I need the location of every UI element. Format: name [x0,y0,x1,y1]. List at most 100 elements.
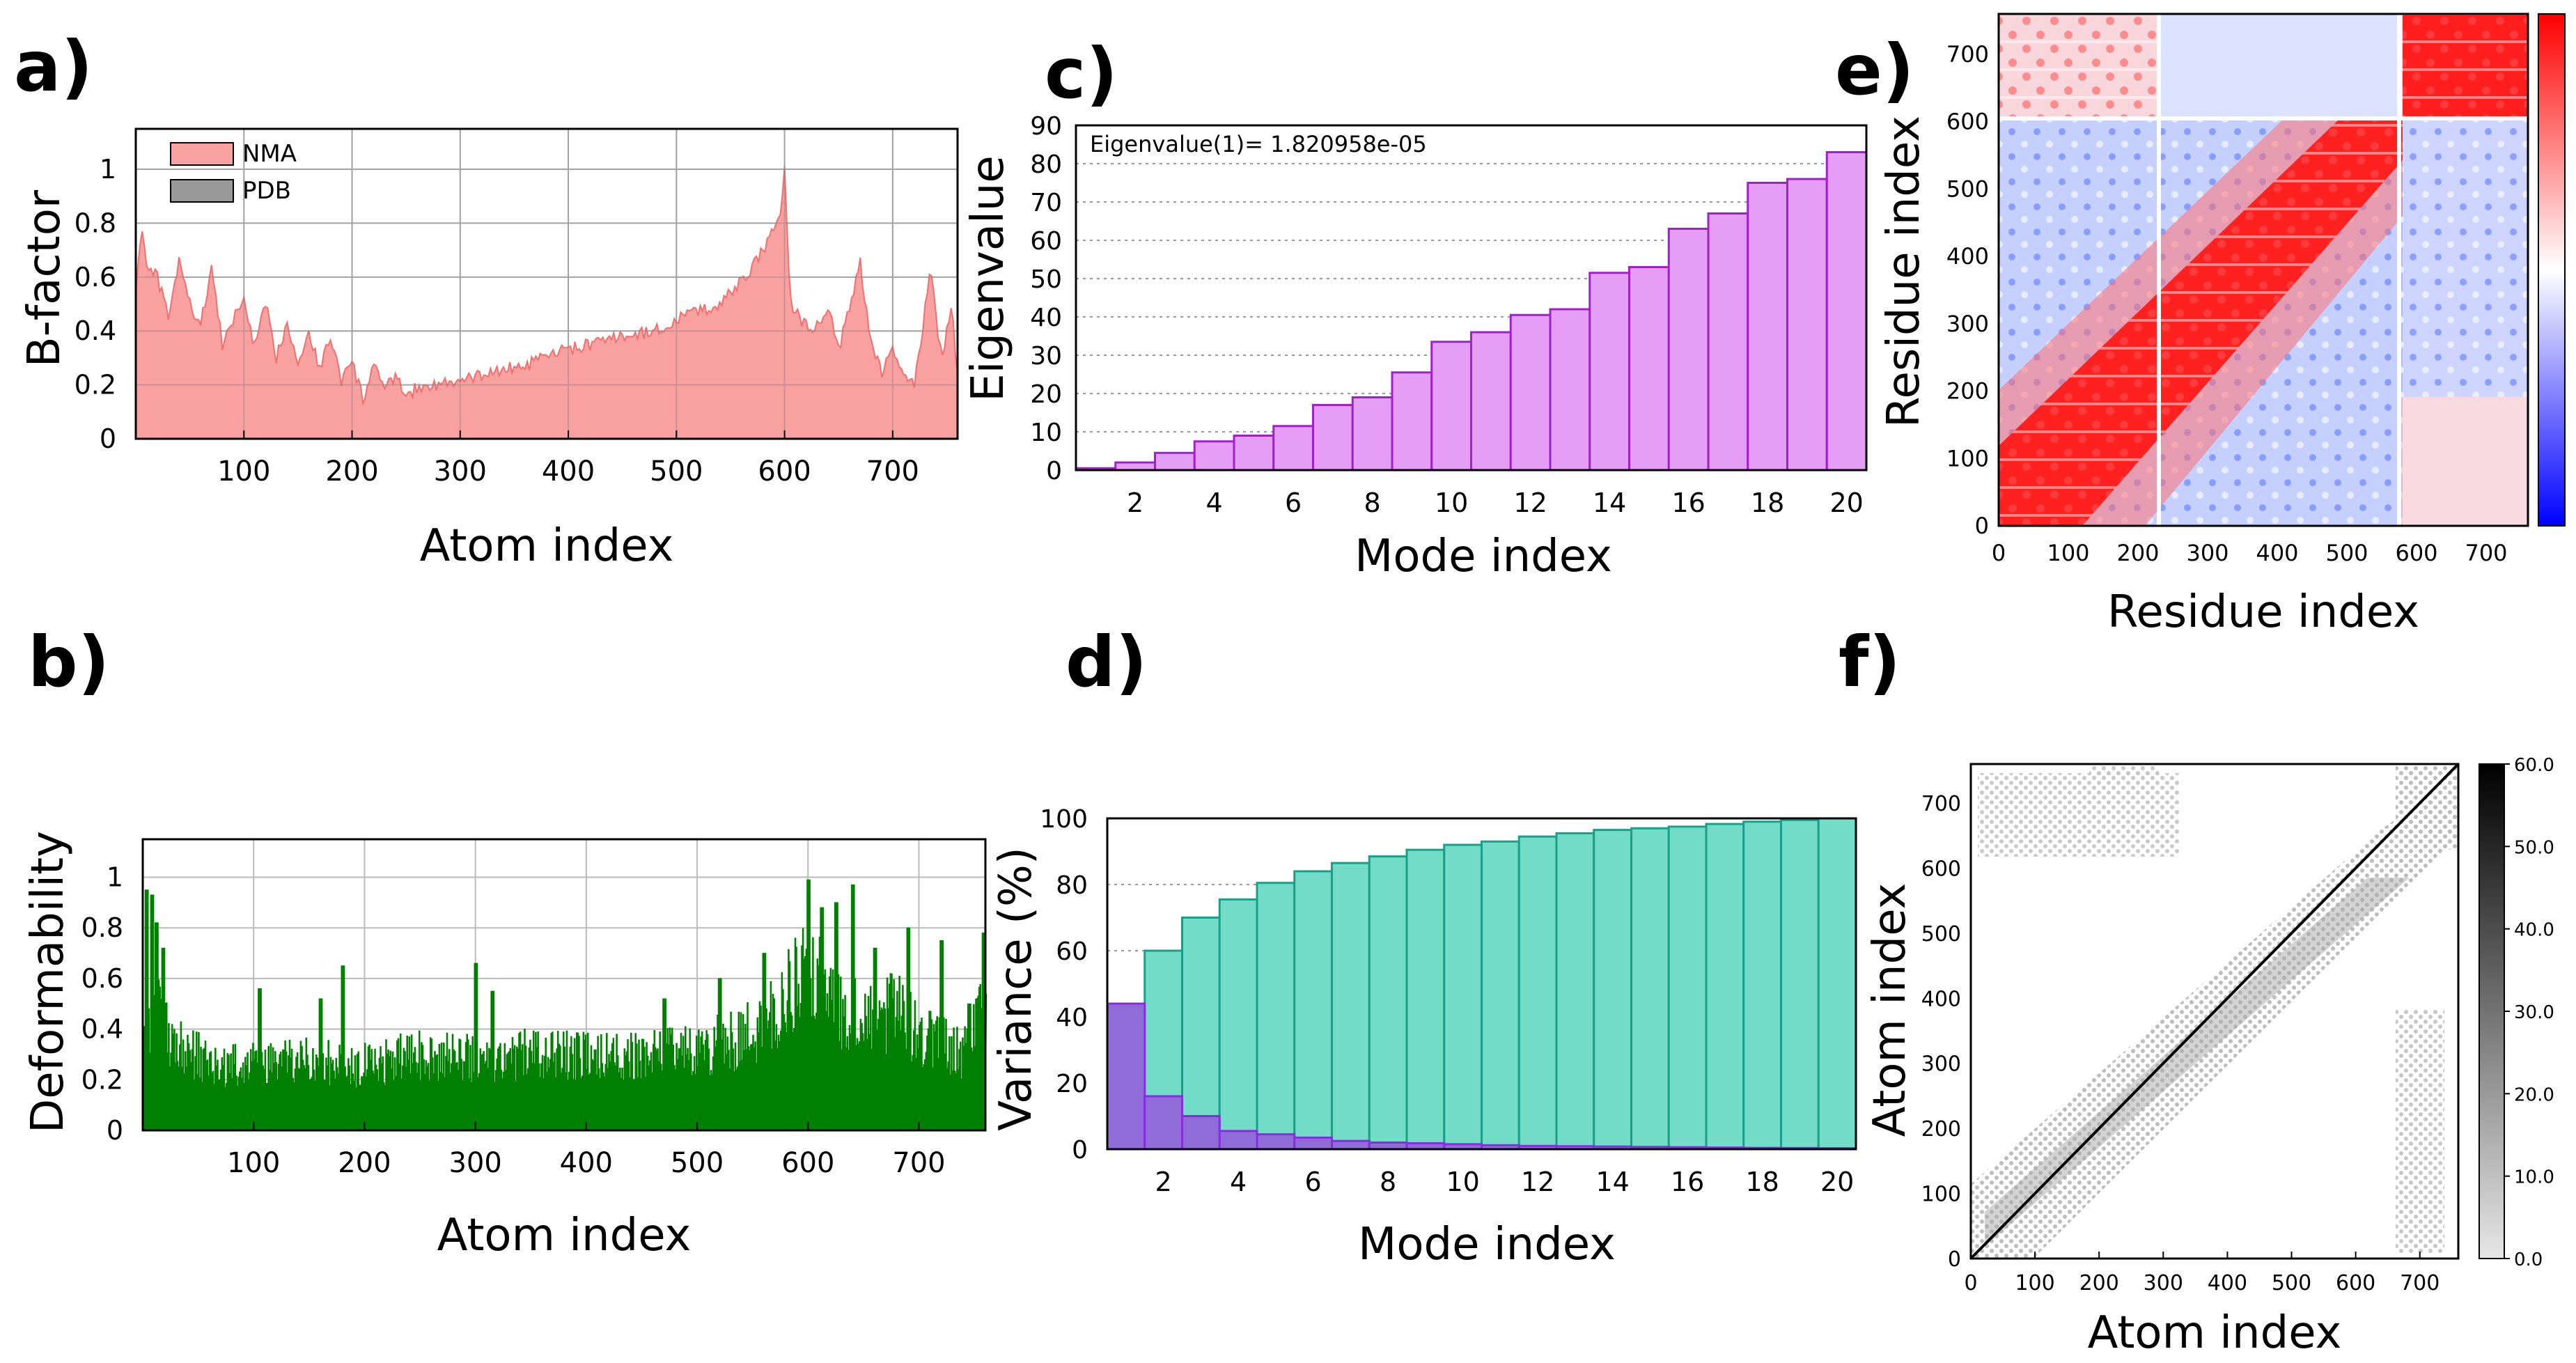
c-bar [1391,371,1433,472]
d-ytick-label: 0 [1072,1136,1088,1165]
d-cumulative-bar [1705,823,1745,1151]
c-ytick-label: 90 [1030,112,1062,141]
d-cumulative-bar [1256,882,1296,1151]
f-xlabel: Atom index [2088,1307,2342,1359]
f-ytick-label: 300 [1921,1052,1961,1077]
c-bar [1233,435,1275,472]
d-individual-bar [1106,1002,1146,1151]
c-bar [1825,151,1868,472]
f-ytick-label: 100 [1921,1183,1961,1207]
b-ytick-label: 0.8 [81,912,123,943]
c-bar [1747,182,1788,472]
f-colorbar-tick-label: 10.0 [2514,1167,2554,1188]
d-xtick-label: 20 [1820,1167,1854,1197]
f-ytick-label: 600 [1921,857,1961,881]
c-bar [1628,266,1670,472]
b-deformability-fill [142,879,988,1131]
f-ytick-label: 400 [1921,987,1961,1011]
d-cumulative-bar [1817,817,1857,1151]
a-ytick-label: 0.2 [75,370,116,400]
f-colorbar-tick-label: 50.0 [2514,837,2554,858]
e-xtick-label: 0 [1992,540,2006,566]
d-individual-bars [1106,1002,1857,1151]
b-xlabel: Atom index [437,1210,692,1261]
chart-a-bfactor: 100 200 300 400 500 600 700 0 0.2 0.4 0.6 0.8 1 NMA… [19,127,959,572]
f-xtick-label: 100 [2015,1271,2054,1295]
a-xlabel: Atom index [420,520,674,572]
c-annotation: Eigenvalue(1)= 1.820958e-05 [1090,131,1427,157]
c-ytick-label: 40 [1030,304,1062,332]
e-xtick-label: 300 [2186,540,2228,566]
c-xlabel: Mode index [1355,531,1612,582]
b-ytick-label: 0 [107,1115,123,1146]
f-plot-frame [1969,763,2460,1260]
b-ytick-label: 0.2 [81,1064,123,1095]
c-ytick-label: 60 [1030,227,1062,256]
a-legend: NMA PDB [170,140,297,205]
c-bar [1549,308,1591,472]
c-bar [1707,212,1749,472]
chart-f-contact-map: 0.0 10.0 20.0 30.0 40.0 50.0 60.0 0 100 200 300 40… [1864,755,2554,1359]
c-bar [1272,425,1314,472]
c-ytick-label: 30 [1030,342,1062,371]
f-ytick-label: 200 [1921,1117,1961,1142]
f-xtick-label: 500 [2272,1271,2311,1295]
c-bar [1312,404,1354,472]
panel-label-e: e) [1835,29,1914,111]
c-bar [1154,451,1196,472]
chart-e-correlation-map: 0 100 200 300 400 500 600 700 0 100 200 300 400 500 6… [1878,13,2566,638]
c-xtick-label: 2 [1127,488,1143,518]
c-bar [1509,313,1552,472]
a-xtick-label: 600 [758,455,811,488]
c-bar [1470,331,1512,472]
c-xtick-label: 4 [1206,488,1223,518]
c-bar [1351,396,1394,472]
d-cumulative-bar [1780,818,1820,1151]
d-individual-bar [1331,1139,1371,1151]
e-ytick-label: 400 [1946,243,1989,270]
c-ytick-label: 70 [1030,189,1062,217]
c-bar [1786,178,1828,472]
e-heatmap-image [1999,14,2528,526]
d-cumulative-bar [1443,843,1483,1151]
a-ytick-label: 0.4 [75,316,116,346]
e-xlabel: Residue index [2107,586,2419,638]
a-ylabel: B-factor [19,189,70,367]
c-eigenvalue-bars [1075,151,1868,472]
e-xtick-label: 700 [2465,540,2507,566]
d-cumulative-bar [1218,898,1258,1151]
d-xtick-label: 8 [1380,1167,1396,1197]
chart-d-variance: 2 4 6 8 10 12 14 16 18 20 0 20 40 60 80 100 Mode index… [990,805,1857,1270]
c-ytick-label: 80 [1030,150,1062,179]
b-ylabel: Deformability [22,831,74,1133]
d-cumulative-bar [1517,835,1558,1151]
b-ytick-label: 1 [107,862,123,893]
c-xtick-label: 10 [1435,488,1468,518]
a-legend-swatch-pdb [170,179,234,203]
d-cumulative-bar [1368,855,1408,1151]
d-cumulative-bar [1593,829,1632,1151]
e-ytick-label: 700 [1946,41,1989,68]
a-xtick-label: 300 [434,455,487,488]
f-ytick-label: 700 [1921,792,1961,816]
d-individual-bar [1293,1136,1333,1151]
d-individual-bar [1181,1115,1221,1151]
f-xtick-label: 700 [2400,1271,2440,1295]
c-bar [1667,228,1710,472]
c-ytick-label: 0 [1046,457,1062,485]
d-xtick-label: 6 [1305,1167,1322,1197]
b-ytick-label: 0.6 [81,963,123,994]
e-ytick-label: 300 [1946,311,1989,337]
e-xtick-label: 600 [2395,540,2437,566]
b-ytick-label: 0.4 [81,1014,123,1045]
d-cumulative-bar [1293,870,1333,1151]
d-cumulative-bar [1331,862,1371,1151]
d-xtick-label: 10 [1446,1167,1479,1197]
d-xtick-label: 12 [1521,1167,1554,1197]
b-grid [143,839,985,1131]
a-xtick-label: 200 [325,455,378,488]
e-xtick-label: 400 [2256,540,2298,566]
e-ytick-label: 100 [1946,445,1989,472]
f-colorbar [2479,763,2505,1259]
e-ylabel: Residue index [1878,116,1930,428]
